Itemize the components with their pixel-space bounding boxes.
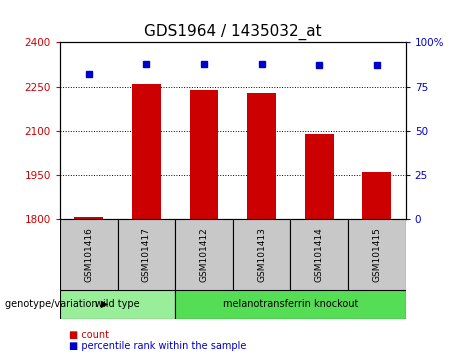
Bar — [175, 290, 406, 319]
Bar — [74, 217, 103, 219]
Bar — [60, 219, 118, 290]
Title: GDS1964 / 1435032_at: GDS1964 / 1435032_at — [144, 23, 322, 40]
Text: ■ count: ■ count — [69, 330, 109, 339]
Bar — [233, 219, 290, 290]
Text: melanotransferrin knockout: melanotransferrin knockout — [223, 299, 358, 309]
Text: wild type: wild type — [95, 299, 140, 309]
Bar — [362, 172, 391, 219]
Bar — [247, 93, 276, 219]
Bar — [348, 219, 406, 290]
Text: GSM101415: GSM101415 — [372, 227, 381, 282]
Bar — [175, 219, 233, 290]
Bar — [189, 90, 219, 219]
Text: GSM101414: GSM101414 — [315, 228, 324, 282]
Text: ■ percentile rank within the sample: ■ percentile rank within the sample — [69, 341, 247, 351]
Text: GSM101417: GSM101417 — [142, 227, 151, 282]
Bar — [118, 219, 175, 290]
Text: genotype/variation ▶: genotype/variation ▶ — [5, 299, 108, 309]
Bar — [290, 219, 348, 290]
Bar — [132, 84, 161, 219]
Bar — [305, 134, 334, 219]
Text: GSM101412: GSM101412 — [200, 228, 208, 282]
Bar — [60, 290, 175, 319]
Text: GSM101416: GSM101416 — [84, 227, 93, 282]
Text: GSM101413: GSM101413 — [257, 227, 266, 282]
